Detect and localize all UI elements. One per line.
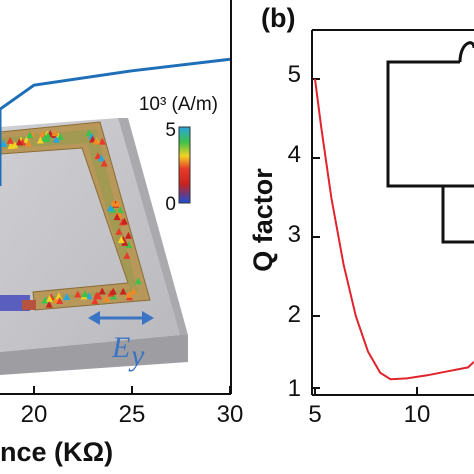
current-arrow-mark	[51, 129, 59, 137]
current-arrow-mark	[52, 135, 60, 143]
current-arrow-mark	[44, 131, 52, 139]
current-arrow-mark	[92, 137, 100, 145]
current-arrow-mark	[115, 227, 123, 235]
current-arrow-mark	[113, 213, 121, 221]
current-arrow-mark	[134, 277, 142, 285]
right-y-tick-2: 2	[288, 301, 301, 328]
current-arrow-mark	[97, 154, 105, 162]
current-arrow-mark	[46, 294, 54, 302]
resonator-inner	[0, 129, 138, 300]
current-arrow-mark	[95, 292, 103, 300]
colorbar-unit-label: 10³ (A/m)	[139, 94, 218, 115]
field-label-subscript: y	[128, 339, 145, 372]
right-x-tick-5: 5	[308, 401, 321, 428]
current-arrow-mark	[120, 217, 128, 225]
red-line-series	[314, 78, 474, 381]
blue-line-series	[0, 57, 231, 186]
current-arrow-mark	[125, 241, 133, 249]
current-arrow-mark	[85, 292, 93, 300]
current-arrow-mark	[94, 152, 102, 160]
colorbar-tick-max: 5	[165, 120, 176, 141]
current-arrow-mark	[91, 297, 99, 305]
current-arrow-mark	[98, 137, 106, 145]
current-arrow-mark	[38, 130, 46, 138]
current-arrow-mark	[6, 136, 14, 144]
colorbar	[178, 126, 191, 204]
current-arrow-mark	[102, 294, 110, 302]
current-arrow-mark	[124, 231, 132, 239]
gap-feature-2	[22, 300, 36, 310]
right-y-tick-5: 5	[288, 61, 301, 88]
current-arrow-mark	[100, 159, 108, 167]
current-arrow-mark	[123, 251, 131, 259]
current-arrow-mark	[129, 287, 137, 295]
field-arrow: E y	[88, 311, 154, 372]
right-panel: (b) Q factor 1 2 3 4 5 5 10	[248, 3, 474, 428]
current-arrow-mark	[43, 135, 51, 143]
colorbar-tick-min: 0	[165, 194, 176, 215]
inset-circuit-schematic	[386, 41, 474, 244]
panel-label-b: (b)	[261, 3, 295, 33]
right-y-tick-1: 1	[288, 375, 301, 402]
resonator-arm	[0, 121, 151, 311]
current-arrow-mark	[119, 287, 127, 295]
current-arrow-mark	[26, 131, 34, 139]
current-arrow-mark	[36, 136, 44, 144]
current-arrow-mark	[109, 287, 117, 295]
current-arrow-mark	[110, 199, 118, 207]
current-arrow-mark	[107, 204, 115, 212]
right-x-tick-10: 10	[404, 401, 431, 428]
current-arrow-mark	[117, 236, 125, 244]
current-arrow-mark	[125, 290, 133, 298]
current-arrow-mark	[116, 206, 124, 214]
left-x-tick-20: 20	[21, 401, 48, 428]
current-arrow-mark	[63, 293, 71, 301]
current-arrow-mark	[56, 133, 64, 141]
current-arrow-mark	[81, 290, 89, 298]
current-arrow-mark	[56, 297, 64, 305]
current-arrow-mark	[45, 300, 53, 308]
device-slab-front	[0, 335, 188, 375]
device-slab-side	[118, 118, 188, 335]
current-arrow-mark	[15, 138, 23, 146]
field-label: E	[111, 331, 130, 364]
current-arrow-mark	[24, 139, 32, 147]
right-y-tick-4: 4	[288, 141, 301, 168]
left-x-tick-25: 25	[119, 401, 146, 428]
current-arrow-mark	[11, 141, 19, 149]
left-x-axis-title: nce (KΩ)	[0, 437, 113, 467]
current-arrow-mark	[98, 287, 106, 295]
current-arrow-mark	[55, 292, 63, 300]
current-arrow-mark	[74, 290, 82, 298]
current-arrow-mark	[0, 139, 8, 147]
left-panel: 10³ (A/m) 5 0 E y 20 25 30 nce (KΩ)	[0, 0, 243, 467]
right-y-axis-title: Q factor	[248, 168, 278, 272]
right-y-tick-3: 3	[288, 221, 301, 248]
current-density-arrows	[0, 129, 142, 308]
left-x-tick-30: 30	[217, 401, 244, 428]
